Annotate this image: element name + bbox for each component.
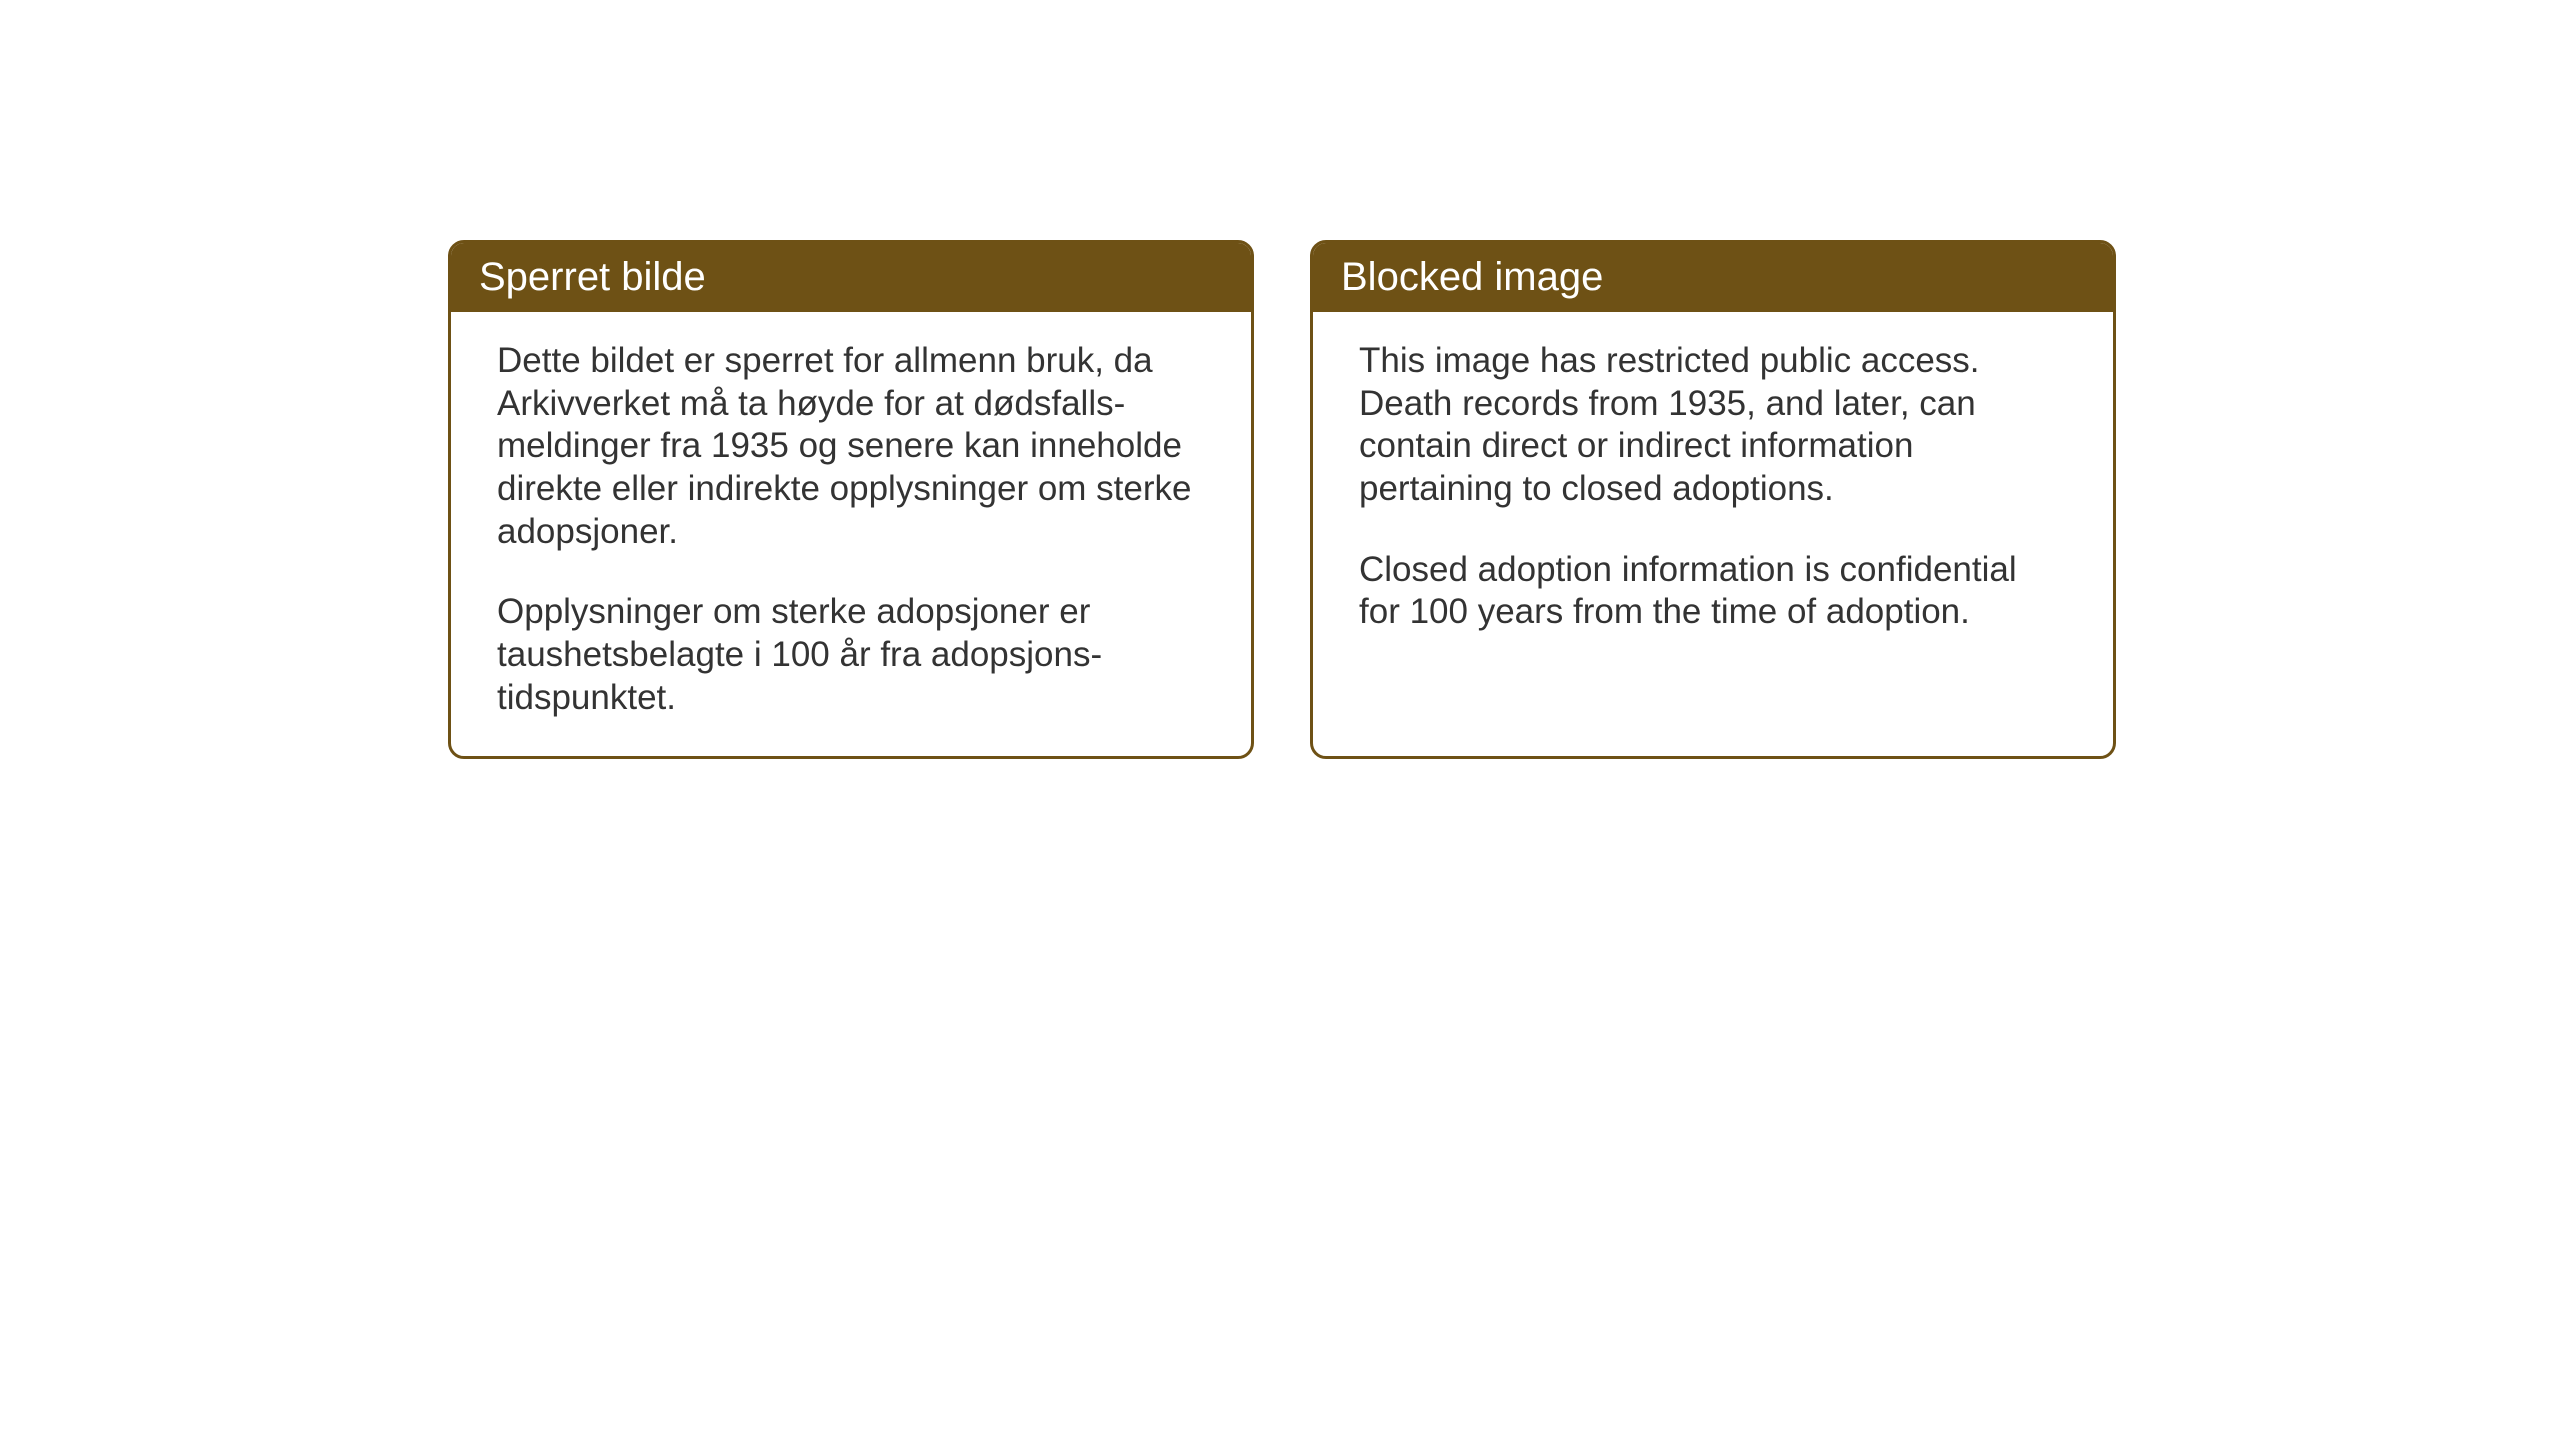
norwegian-card-header: Sperret bilde	[451, 243, 1251, 312]
norwegian-paragraph-1: Dette bildet er sperret for allmenn bruk…	[497, 340, 1205, 553]
norwegian-card-title: Sperret bilde	[479, 255, 706, 299]
english-card-header: Blocked image	[1313, 243, 2113, 312]
norwegian-card-body: Dette bildet er sperret for allmenn bruk…	[451, 312, 1251, 756]
english-notice-card: Blocked image This image has restricted …	[1310, 240, 2116, 759]
english-paragraph-2: Closed adoption information is confident…	[1359, 549, 2067, 634]
notice-container: Sperret bilde Dette bildet er sperret fo…	[0, 240, 2560, 759]
english-paragraph-1: This image has restricted public access.…	[1359, 340, 2067, 511]
english-card-body: This image has restricted public access.…	[1313, 312, 2113, 712]
norwegian-paragraph-2: Opplysninger om sterke adopsjoner er tau…	[497, 591, 1205, 719]
english-card-title: Blocked image	[1341, 255, 1603, 299]
norwegian-notice-card: Sperret bilde Dette bildet er sperret fo…	[448, 240, 1254, 759]
